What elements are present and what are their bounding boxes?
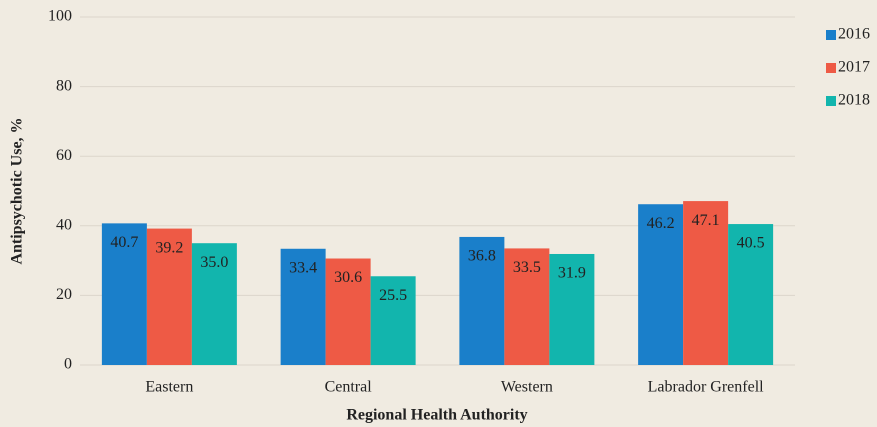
x-axis-title: Regional Health Authority <box>346 407 527 424</box>
legend-label: 2016 <box>838 26 870 43</box>
bar <box>459 236 505 365</box>
data-label: 40.7 <box>110 234 138 251</box>
data-label: 31.9 <box>558 265 586 282</box>
x-tick-label: Eastern <box>145 379 193 396</box>
data-label: 30.6 <box>334 269 362 286</box>
y-tick-label: 100 <box>48 8 72 25</box>
bar <box>370 276 416 365</box>
bar <box>549 253 595 365</box>
y-tick-label: 40 <box>56 216 72 233</box>
x-tick-label: Central <box>325 379 373 396</box>
bar <box>325 258 371 365</box>
data-label: 36.8 <box>468 248 496 265</box>
legend-label: 2017 <box>838 59 870 76</box>
data-label: 46.2 <box>647 215 675 232</box>
x-tick-label: Western <box>501 379 553 396</box>
bar <box>280 248 326 365</box>
bar <box>683 201 729 365</box>
y-axis-title: Antipsychotic Use, % <box>9 117 26 264</box>
legend-swatch <box>826 96 836 106</box>
data-label: 39.2 <box>155 239 183 256</box>
data-label: 33.5 <box>513 259 541 276</box>
bar <box>101 223 147 365</box>
data-label: 40.5 <box>737 235 765 252</box>
y-tick-label: 20 <box>56 286 72 303</box>
data-label: 47.1 <box>692 212 720 229</box>
data-label: 35.0 <box>200 254 228 271</box>
bar <box>191 243 237 365</box>
y-tick-label: 80 <box>56 77 72 94</box>
data-label: 25.5 <box>379 287 407 304</box>
legend-label: 2018 <box>838 92 870 109</box>
bar <box>146 228 192 365</box>
y-tick-label: 60 <box>56 147 72 164</box>
x-tick-label: Labrador Grenfell <box>648 379 764 396</box>
bar <box>504 248 550 365</box>
legend-swatch <box>826 30 836 40</box>
legend-swatch <box>826 63 836 73</box>
data-label: 33.4 <box>289 259 317 276</box>
bar <box>728 224 774 365</box>
y-tick-label: 0 <box>64 356 72 373</box>
bar <box>638 204 684 365</box>
